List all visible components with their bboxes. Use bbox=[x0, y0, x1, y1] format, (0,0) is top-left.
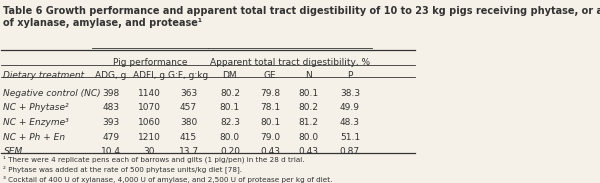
Text: Dietary treatment: Dietary treatment bbox=[4, 71, 85, 80]
Text: 0.43: 0.43 bbox=[299, 147, 319, 156]
Text: NC + Enzyme³: NC + Enzyme³ bbox=[4, 118, 69, 127]
Text: 380: 380 bbox=[180, 118, 197, 127]
Text: DM: DM bbox=[223, 71, 237, 80]
Text: 38.3: 38.3 bbox=[340, 89, 360, 98]
Text: Apparent total tract digestibility, %: Apparent total tract digestibility, % bbox=[210, 58, 370, 67]
Text: 81.2: 81.2 bbox=[299, 118, 319, 127]
Text: 80.2: 80.2 bbox=[220, 89, 240, 98]
Text: G:F, g:kg: G:F, g:kg bbox=[169, 71, 209, 80]
Text: SEM: SEM bbox=[4, 147, 23, 156]
Text: 1060: 1060 bbox=[138, 118, 161, 127]
Text: 80.1: 80.1 bbox=[220, 103, 240, 112]
Text: NC + Ph + En: NC + Ph + En bbox=[4, 133, 65, 142]
Text: 0.87: 0.87 bbox=[340, 147, 360, 156]
Text: 80.1: 80.1 bbox=[298, 89, 319, 98]
Text: 479: 479 bbox=[103, 133, 119, 142]
Text: Pig performance: Pig performance bbox=[113, 58, 188, 67]
Text: ADG, g: ADG, g bbox=[95, 71, 127, 80]
Text: 393: 393 bbox=[103, 118, 119, 127]
Text: 80.0: 80.0 bbox=[298, 133, 319, 142]
Text: 0.20: 0.20 bbox=[220, 147, 240, 156]
Text: 10.4: 10.4 bbox=[101, 147, 121, 156]
Text: 51.1: 51.1 bbox=[340, 133, 360, 142]
Text: 1210: 1210 bbox=[138, 133, 161, 142]
Text: 82.3: 82.3 bbox=[220, 118, 240, 127]
Text: 1070: 1070 bbox=[138, 103, 161, 112]
Text: 79.8: 79.8 bbox=[260, 89, 280, 98]
Text: 80.2: 80.2 bbox=[299, 103, 319, 112]
Text: 363: 363 bbox=[180, 89, 197, 98]
Text: 48.3: 48.3 bbox=[340, 118, 360, 127]
Text: 415: 415 bbox=[180, 133, 197, 142]
Text: ³ Cocktail of 400 U of xylanase, 4,000 U of amylase, and 2,500 U of protease per: ³ Cocktail of 400 U of xylanase, 4,000 U… bbox=[4, 176, 333, 183]
Text: 457: 457 bbox=[180, 103, 197, 112]
Text: 483: 483 bbox=[103, 103, 119, 112]
Text: 398: 398 bbox=[103, 89, 119, 98]
Text: ¹ There were 4 replicate pens each of barrows and gilts (1 pig/pen) in the 28 d : ¹ There were 4 replicate pens each of ba… bbox=[4, 155, 305, 163]
Text: 80.1: 80.1 bbox=[260, 118, 280, 127]
Text: Negative control (NC): Negative control (NC) bbox=[4, 89, 101, 98]
Text: 13.7: 13.7 bbox=[179, 147, 199, 156]
Text: NC + Phytase²: NC + Phytase² bbox=[4, 103, 69, 112]
Text: N: N bbox=[305, 71, 312, 80]
Text: Table 6 Growth performance and apparent total tract digestibility of 10 to 23 kg: Table 6 Growth performance and apparent … bbox=[4, 6, 600, 28]
Text: ADFI, g: ADFI, g bbox=[133, 71, 166, 80]
Text: 0.43: 0.43 bbox=[260, 147, 280, 156]
Text: 79.0: 79.0 bbox=[260, 133, 280, 142]
Text: P: P bbox=[347, 71, 353, 80]
Text: 30: 30 bbox=[143, 147, 155, 156]
Text: GE: GE bbox=[264, 71, 277, 80]
Text: 1140: 1140 bbox=[138, 89, 161, 98]
Text: 78.1: 78.1 bbox=[260, 103, 280, 112]
Text: 49.9: 49.9 bbox=[340, 103, 360, 112]
Text: ² Phytase was added at the rate of 500 phytase units/kg diet [78].: ² Phytase was added at the rate of 500 p… bbox=[4, 166, 242, 173]
Text: 80.0: 80.0 bbox=[220, 133, 240, 142]
